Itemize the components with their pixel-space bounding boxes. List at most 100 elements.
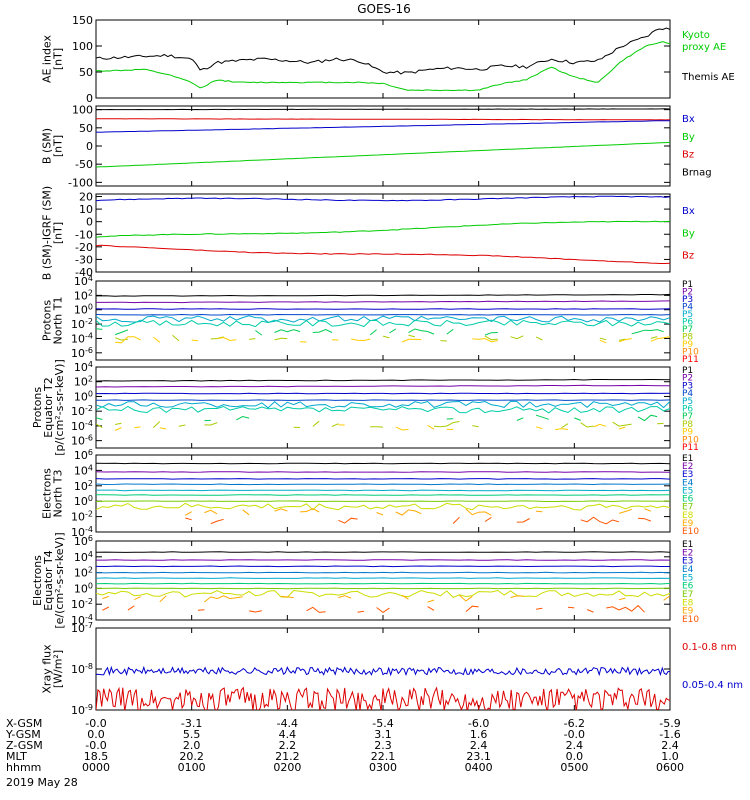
data-area xyxy=(96,195,670,264)
series-line-P9 xyxy=(159,427,167,430)
y-tick-label: -50 xyxy=(75,158,93,171)
y-axis-label: Protons xyxy=(31,387,44,428)
legend-item: P5 xyxy=(682,310,693,320)
legend-item: P2 xyxy=(682,288,693,298)
series-line-P8 xyxy=(535,336,543,341)
legend-item: E9 xyxy=(682,519,694,529)
series-line-E9 xyxy=(134,596,141,601)
series-line-P8 xyxy=(408,334,416,338)
series-line-E4 xyxy=(96,483,670,486)
series-line-E5 xyxy=(96,489,670,492)
y-tick-label: 100 xyxy=(72,40,93,53)
row-value: 4.4 xyxy=(279,728,297,741)
y-tick-label: 50 xyxy=(79,66,93,79)
legend-item: Themis AE xyxy=(681,72,735,83)
legend-item: E6 xyxy=(682,495,694,505)
legend-item: E2 xyxy=(682,462,693,472)
y-tick-label: 20 xyxy=(79,191,93,204)
y-tick-label: 106 xyxy=(74,534,93,548)
series-line-P2 xyxy=(96,384,670,388)
series-line-P7 xyxy=(274,329,301,333)
legend-item: P10 xyxy=(682,348,699,358)
series-line-E10 xyxy=(376,607,390,614)
series-line-short-wavelength xyxy=(96,686,670,710)
series-line-P5 xyxy=(96,400,670,409)
data-area xyxy=(96,27,670,92)
series-line-P9 xyxy=(427,424,435,430)
series-line-P9 xyxy=(191,339,199,342)
legend-item: Kyoto xyxy=(682,30,710,41)
series-line-P7 xyxy=(312,328,333,333)
legend-item: P11 xyxy=(682,443,699,453)
y-tick-label: -10 xyxy=(75,228,93,241)
series-line-E5 xyxy=(96,577,670,579)
series-line-P8 xyxy=(178,424,186,427)
series-line-P8 xyxy=(433,421,460,428)
y-tick-label: 10-4 xyxy=(71,419,93,433)
y-tick-label: -40 xyxy=(75,266,93,279)
series-line-P8 xyxy=(204,422,218,426)
y-tick-label: 10-2 xyxy=(71,597,93,611)
y-axis-label: North T3 xyxy=(52,470,65,518)
series-line-E10 xyxy=(536,607,543,610)
y-tick-label: 50 xyxy=(79,122,93,135)
row-value: -0.0 xyxy=(564,728,585,741)
y-tick-label: 100 xyxy=(74,389,93,403)
series-line-P8 xyxy=(599,337,607,341)
series-line-E10 xyxy=(306,606,326,613)
legend-item: P9 xyxy=(682,428,693,438)
series-line-P8 xyxy=(114,337,128,341)
row-value: 21.2 xyxy=(275,750,300,763)
series-line-E6 xyxy=(96,494,670,496)
legend-item: P8 xyxy=(682,333,693,343)
series-line-P3 xyxy=(96,392,670,395)
legend-item: P6 xyxy=(682,405,693,415)
legend-item: E3 xyxy=(682,470,693,480)
legend-item: P5 xyxy=(682,397,693,407)
series-line-P6 xyxy=(96,319,670,328)
legend: 0.1-0.8 nm 0.05-0.4 nm xyxy=(682,642,743,691)
series-line-P2 xyxy=(96,300,670,304)
row-value: 5.5 xyxy=(183,728,201,741)
row-label: Z-GSM xyxy=(6,739,43,752)
legend-item: E7 xyxy=(682,503,693,513)
series-line-E9 xyxy=(300,508,320,513)
series-line-E8 xyxy=(96,502,670,511)
legend-item: P6 xyxy=(682,318,693,328)
legend-item: E6 xyxy=(682,582,694,592)
y-tick-label: 10-2 xyxy=(71,317,93,331)
series-line-E10 xyxy=(567,606,575,609)
figure-title: GOES-16 xyxy=(357,2,411,16)
row-value: 2.4 xyxy=(661,739,679,752)
legend-item: P11 xyxy=(682,355,699,365)
legend: Bx By Bz Brnag xyxy=(682,114,712,178)
row-label: Y-GSM xyxy=(5,728,41,741)
series-line-P8 xyxy=(580,422,594,428)
series-line-P7 xyxy=(369,329,377,336)
legend-item: P1 xyxy=(682,366,693,376)
series-line-P9 xyxy=(217,336,237,342)
y-axis-label: Equator T4 xyxy=(42,550,55,610)
series-line-P9 xyxy=(401,338,422,343)
y-axis-label: [W/m²] xyxy=(52,650,65,688)
data-area xyxy=(96,108,670,168)
legend-item: P3 xyxy=(682,295,693,305)
row-value: 2.3 xyxy=(374,739,392,752)
y-axis-label: Xray flux xyxy=(41,644,54,694)
series-line-P9 xyxy=(472,338,498,343)
legend-item: Bz xyxy=(682,150,694,161)
series-line-P8 xyxy=(274,337,288,341)
series-line-P5 xyxy=(96,315,670,323)
series-line-E9 xyxy=(618,508,632,514)
series-line-bx xyxy=(96,120,670,133)
series-line-E3 xyxy=(96,478,670,480)
y-tick-label: 10-6 xyxy=(71,434,93,448)
data-area xyxy=(96,665,670,710)
